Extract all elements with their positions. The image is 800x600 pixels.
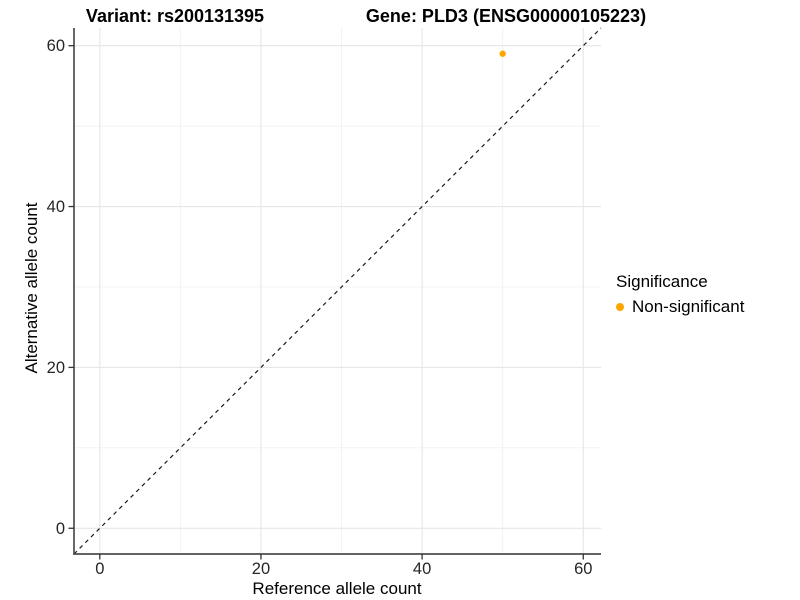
- x-tick-label: 40: [413, 560, 431, 578]
- x-tick-label: 60: [574, 560, 592, 578]
- legend-title: Significance: [616, 272, 708, 291]
- circle-icon: [616, 303, 624, 311]
- x-tick-label: 20: [252, 560, 270, 578]
- gene-title: Gene: PLD3 (ENSG00000105223): [365, 6, 647, 26]
- x-tick-label: 0: [95, 560, 104, 578]
- y-tick-label: 20: [47, 359, 65, 377]
- y-tick-label: 0: [56, 520, 65, 538]
- x-axis-title: Reference allele count: [252, 579, 422, 598]
- variant-title: Variant: rs200131395: [85, 6, 265, 26]
- legend-entry: Non-significant: [616, 297, 744, 317]
- y-tick-label: 40: [47, 198, 65, 216]
- identity-dashed-line: [73, 27, 602, 555]
- legend: Significance Non-significant: [616, 272, 744, 317]
- y-axis-title: Alternative allele count: [22, 202, 41, 374]
- legend-entries: Non-significant: [616, 297, 744, 317]
- legend-entry-label: Non-significant: [632, 297, 745, 316]
- y-tick-label: 60: [47, 37, 65, 55]
- data-point: [499, 50, 506, 57]
